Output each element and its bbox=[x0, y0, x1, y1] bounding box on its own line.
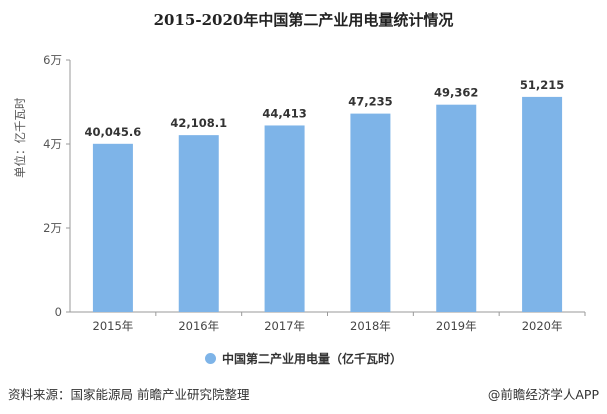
legend-label: 中国第二产业用电量（亿千瓦时） bbox=[221, 352, 402, 366]
data-label: 47,235 bbox=[348, 95, 392, 109]
x-tick-label: 2016年 bbox=[178, 319, 219, 333]
bar bbox=[92, 143, 133, 312]
data-label: 49,362 bbox=[434, 86, 478, 100]
data-label: 51,215 bbox=[520, 78, 564, 92]
y-tick-label: 4万 bbox=[43, 137, 62, 151]
y-tick-label: 6万 bbox=[43, 53, 62, 67]
bar bbox=[178, 135, 219, 312]
data-label: 40,045.6 bbox=[85, 125, 142, 139]
brand-credit: @前瞻经济学人APP bbox=[487, 387, 599, 402]
bar bbox=[350, 113, 391, 312]
bar bbox=[436, 104, 477, 313]
x-tick-label: 2019年 bbox=[436, 319, 477, 333]
chart-title: 2015-2020年中国第二产业用电量统计情况 bbox=[153, 11, 454, 29]
source-note: 资料来源：国家能源局 前瞻产业研究院整理 bbox=[8, 387, 250, 402]
x-tick-label: 2017年 bbox=[264, 319, 305, 333]
x-tick-label: 2015年 bbox=[93, 319, 134, 333]
legend-marker bbox=[204, 353, 216, 364]
data-label: 42,108.1 bbox=[170, 116, 227, 130]
legend: 中国第二产业用电量（亿千瓦时） bbox=[0, 350, 607, 367]
y-axis-label: 单位：亿千瓦时 bbox=[13, 97, 27, 179]
y-tick-label: 0 bbox=[55, 305, 62, 319]
x-tick-label: 2020年 bbox=[522, 319, 563, 333]
y-tick-label: 2万 bbox=[43, 221, 62, 235]
bar bbox=[522, 96, 563, 312]
data-label: 44,413 bbox=[262, 106, 306, 120]
x-tick-label: 2018年 bbox=[350, 319, 391, 333]
bar bbox=[264, 125, 305, 313]
